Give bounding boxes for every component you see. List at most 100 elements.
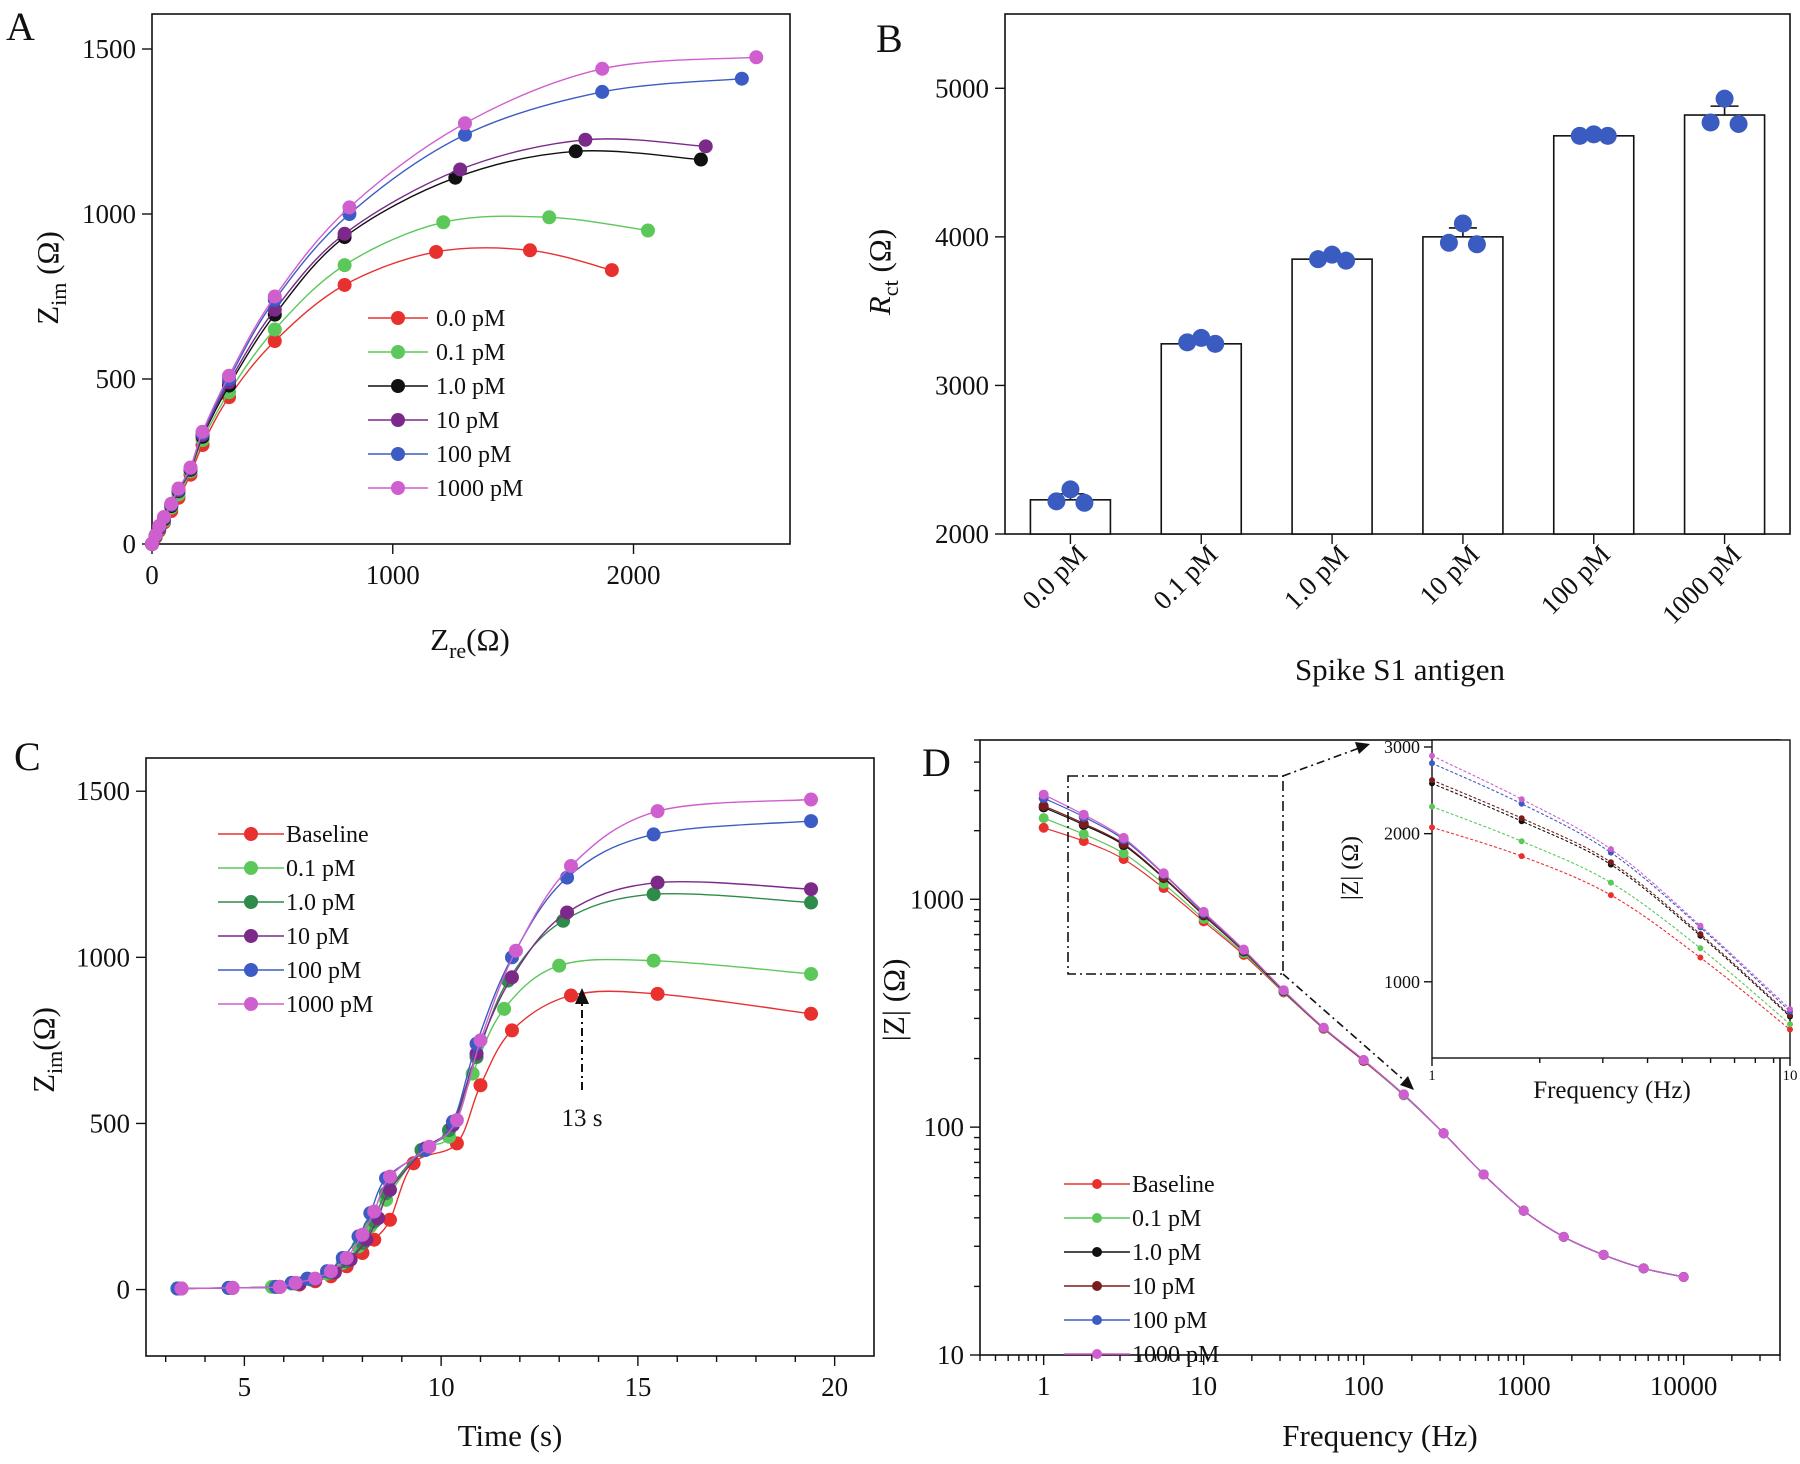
legend-label: Baseline xyxy=(1132,1172,1215,1198)
data-point xyxy=(804,814,819,829)
data-point xyxy=(195,424,210,439)
x-tick-label: 20 xyxy=(821,1372,848,1402)
inset-series xyxy=(1429,752,1793,1033)
panel-letter-a: A xyxy=(6,4,35,49)
annotation-arrow-head xyxy=(575,988,589,1004)
legend-label: 0.1 pM xyxy=(1132,1206,1201,1232)
replicate-point xyxy=(1439,233,1458,252)
bar xyxy=(1683,114,1766,535)
inset-data-point xyxy=(1518,800,1525,807)
data-point xyxy=(504,970,519,985)
panel-c-axes-frame xyxy=(145,757,875,1357)
data-point xyxy=(563,988,578,1003)
data-point xyxy=(1238,944,1249,955)
legend-marker xyxy=(391,379,405,393)
x-tick-label: 15 xyxy=(624,1372,651,1402)
x-tick-label: 5 xyxy=(238,1372,252,1402)
data-point xyxy=(563,858,578,873)
data-point xyxy=(1358,1055,1369,1066)
inset-series-line-1 xyxy=(1431,806,1791,1025)
panel-c-time-plot: 5 10 15 20 0 500 1000 1500 Baseline 0.1 pM 1.0 pM… xyxy=(26,757,875,1453)
inset-data-point xyxy=(1429,752,1435,759)
zoom-connector-top xyxy=(1282,746,1363,777)
data-point xyxy=(646,953,661,968)
data-point xyxy=(542,210,557,225)
y-tick-label: 500 xyxy=(96,364,137,394)
legend-marker xyxy=(244,895,258,909)
y-tick-label: 5000 xyxy=(935,73,989,103)
inset-data-point xyxy=(1518,796,1525,803)
data-point xyxy=(650,875,665,890)
data-point xyxy=(497,1001,512,1016)
replicate-point xyxy=(1701,113,1720,132)
data-point xyxy=(640,223,655,238)
legend-label: 0.1 pM xyxy=(286,856,355,882)
y-tick-label: 0 xyxy=(123,529,137,559)
legend-label: 1000 pM xyxy=(1132,1342,1219,1368)
inset-y-tick-label: 1000 xyxy=(1384,972,1420,992)
legend-marker xyxy=(391,345,405,359)
data-point xyxy=(337,277,352,292)
data-point xyxy=(560,905,575,920)
inset-data-point xyxy=(1429,803,1435,810)
y-tick-label: 100 xyxy=(924,1112,965,1142)
data-point xyxy=(1118,832,1129,843)
panel-a-x-axis-label: Zre(Ω) xyxy=(430,622,510,663)
panel-c-x-axis-label: Time (s) xyxy=(458,1418,563,1453)
panel-letter-c: C xyxy=(14,734,41,779)
y-tick-label: 1500 xyxy=(82,34,136,64)
panel-c-legend: Baseline 0.1 pM 1.0 pM 10 pM 100 pM 1000 pM xyxy=(218,822,373,1018)
panel-a-nyquist-plot: 0 1000 2000 0 500 1000 1500 0.0 pM 0.1 pM 1.0 pM… xyxy=(30,13,791,663)
inset-data-point xyxy=(1429,777,1435,784)
replicate-point xyxy=(1061,480,1080,499)
panel-d-inset: 1 10 1000 2000 3000 Frequency (Hz) |Z| (Ω) xyxy=(1338,737,1798,1104)
data-point xyxy=(1158,868,1169,879)
data-point xyxy=(473,1033,488,1048)
data-point xyxy=(422,1139,437,1154)
legend-marker xyxy=(244,997,258,1011)
data-point xyxy=(650,804,665,819)
bar xyxy=(1552,135,1635,535)
data-point xyxy=(604,263,619,278)
panel-a-axes-frame xyxy=(151,13,791,545)
data-point xyxy=(749,50,764,65)
data-point xyxy=(1398,1089,1409,1100)
data-point xyxy=(1078,829,1089,840)
legend-label: 0.0 pM xyxy=(436,306,505,332)
x-tick-label: 10000 xyxy=(1650,1371,1718,1401)
zoom-region-box xyxy=(1067,775,1284,975)
data-point xyxy=(382,1182,397,1197)
legend-marker xyxy=(244,929,258,943)
panel-b-bars xyxy=(1029,89,1766,535)
legend-marker xyxy=(1092,1349,1102,1359)
legend-label: 10 pM xyxy=(1132,1274,1195,1300)
inset-x-tick-label: 10 xyxy=(1783,1068,1798,1084)
data-point xyxy=(1678,1271,1689,1282)
inset-data-point xyxy=(1787,1021,1793,1028)
data-point xyxy=(1598,1249,1609,1260)
data-point xyxy=(367,1204,382,1219)
inset-y-tick-label: 2000 xyxy=(1384,824,1420,844)
panel-d-y-axis-label: |Z| (Ω) xyxy=(876,959,911,1042)
data-point xyxy=(323,1264,338,1279)
data-point xyxy=(382,1169,397,1184)
y-tick-label: 1000 xyxy=(82,199,136,229)
data-point xyxy=(1038,800,1049,811)
y-tick-label: 1000 xyxy=(910,884,964,914)
inset-data-point xyxy=(1697,954,1704,961)
data-point xyxy=(650,986,665,1001)
data-point xyxy=(508,943,523,958)
replicate-point xyxy=(1467,235,1486,254)
data-point xyxy=(337,258,352,273)
data-point xyxy=(449,1113,464,1128)
data-point xyxy=(225,1280,240,1295)
y-tick-label: 2000 xyxy=(935,519,989,549)
data-point xyxy=(1038,813,1049,824)
legend-marker xyxy=(391,413,405,427)
replicate-point xyxy=(1453,214,1472,233)
x-tick-label: 1 xyxy=(1037,1371,1051,1401)
panel-b-ticks: 2000 3000 4000 5000 xyxy=(935,73,1726,549)
data-point xyxy=(267,334,282,349)
